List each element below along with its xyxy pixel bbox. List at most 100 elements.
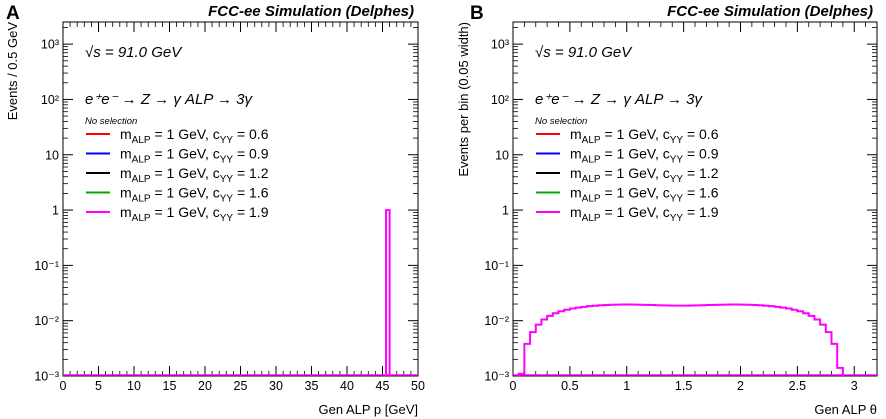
legend-m: m xyxy=(570,165,582,181)
chart-header: FCC-ee Simulation (Delphes) xyxy=(667,3,873,20)
energy-value: = 91.0 GeV xyxy=(551,44,633,61)
legend-sub-yy: YY xyxy=(220,155,234,166)
y-tick-label: 1 xyxy=(502,204,509,218)
legend-entry: mALP = 1 GeV, cYY = 0.6 xyxy=(120,126,269,146)
legend-m: m xyxy=(570,185,582,201)
y-tick-label: 10⁻¹ xyxy=(34,259,59,273)
legend-sub-yy: YY xyxy=(670,213,684,224)
legend-text: = 1 GeV, c xyxy=(601,126,670,142)
legend-m: m xyxy=(570,126,582,142)
legend-m: m xyxy=(570,204,582,220)
legend-text: = 1 GeV, c xyxy=(151,146,220,162)
y-tick-label: 10² xyxy=(41,93,59,107)
legend-sub-alp: ALP xyxy=(582,213,601,224)
x-tick-label: 25 xyxy=(234,379,248,393)
energy-label: √s = 91.0 GeV xyxy=(85,44,183,61)
x-tick-label: 0.5 xyxy=(561,379,578,393)
legend-sub-yy: YY xyxy=(220,174,234,185)
legend-text: = 1 GeV, c xyxy=(601,204,670,220)
panel-label: A xyxy=(6,3,20,24)
legend-tail: = 0.9 xyxy=(683,146,719,162)
legend-tail: = 0.6 xyxy=(233,126,269,142)
y-tick-label: 10⁻¹ xyxy=(484,259,509,273)
legend-sub-alp: ALP xyxy=(582,155,601,166)
legend-m: m xyxy=(120,146,132,162)
legend-sub-alp: ALP xyxy=(582,135,601,146)
legend-tail: = 1.6 xyxy=(233,185,269,201)
legend-m: m xyxy=(120,165,132,181)
x-tick-label: 35 xyxy=(305,379,319,393)
legend-sub-yy: YY xyxy=(220,194,234,205)
x-tick-label: 30 xyxy=(269,379,283,393)
x-tick-label: 1.5 xyxy=(675,379,692,393)
x-axis-title: Gen ALP p [GeV] xyxy=(319,402,419,417)
legend-text: = 1 GeV, c xyxy=(151,185,220,201)
legend-sub-alp: ALP xyxy=(582,174,601,185)
x-tick-label: 3 xyxy=(851,379,858,393)
legend-text: = 1 GeV, c xyxy=(601,146,670,162)
chart-panel-a: A FCC-ee Simulation (Delphes) 10⁻³ 10⁻² 10⁻¹… xyxy=(5,3,425,417)
x-tick-label: 50 xyxy=(411,379,425,393)
y-tick-label: 10⁻³ xyxy=(484,370,509,384)
legend-tail: = 1.2 xyxy=(233,165,269,181)
legend-text: = 1 GeV, c xyxy=(601,165,670,181)
y-tick-label: 10⁻² xyxy=(484,314,509,328)
legend-sub-yy: YY xyxy=(670,194,684,205)
legend-tail: = 0.9 xyxy=(233,146,269,162)
y-tick-label: 10³ xyxy=(41,38,59,52)
legend-text: = 1 GeV, c xyxy=(151,204,220,220)
legend-entry: mALP = 1 GeV, cYY = 0.9 xyxy=(120,146,269,166)
chart-panel-b: B FCC-ee Simulation (Delphes) 10⁻³ 10⁻² 10⁻¹… xyxy=(456,3,878,417)
x-tick-label: 5 xyxy=(95,379,102,393)
legend-entry: mALP = 1 GeV, cYY = 0.9 xyxy=(570,146,719,166)
legend-entry: mALP = 1 GeV, cYY = 1.2 xyxy=(120,165,269,185)
legend-entry: mALP = 1 GeV, cYY = 1.6 xyxy=(570,185,719,205)
legend-entry: mALP = 1 GeV, cYY = 1.2 xyxy=(570,165,719,185)
legend-tail: = 1.9 xyxy=(233,204,269,220)
legend-sub-yy: YY xyxy=(670,135,684,146)
x-axis-title: Gen ALP θ xyxy=(814,402,877,417)
legend-entry: mALP = 1 GeV, cYY = 1.9 xyxy=(120,204,269,224)
x-tick-label: 20 xyxy=(198,379,212,393)
histogram-bin xyxy=(385,209,391,376)
chart-header: FCC-ee Simulation (Delphes) xyxy=(208,3,414,20)
energy-label: √s = 91.0 GeV xyxy=(535,44,633,61)
x-tick-label: 15 xyxy=(163,379,177,393)
y-axis-title: Events / 0.5 GeV xyxy=(5,22,20,121)
legend-entry: mALP = 1 GeV, cYY = 1.6 xyxy=(120,185,269,205)
legend-entry: mALP = 1 GeV, cYY = 0.6 xyxy=(570,126,719,146)
sqrt-s-symbol: √s xyxy=(85,44,101,61)
x-tick-label: 10 xyxy=(127,379,141,393)
x-tick-label: 0 xyxy=(60,379,67,393)
legend-sub-alp: ALP xyxy=(132,135,151,146)
selection-label: No selection xyxy=(85,116,137,127)
legend-sub-alp: ALP xyxy=(132,155,151,166)
legend-tail: = 1.2 xyxy=(683,165,719,181)
legend-sub-alp: ALP xyxy=(582,194,601,205)
legend-tail: = 1.9 xyxy=(683,204,719,220)
x-tick-label: 40 xyxy=(340,379,354,393)
panel-label: B xyxy=(470,3,484,24)
x-tick-label: 45 xyxy=(376,379,390,393)
x-tick-label: 0 xyxy=(510,379,517,393)
legend-entry: mALP = 1 GeV, cYY = 1.9 xyxy=(570,204,719,224)
y-tick-label: 10⁻² xyxy=(34,314,59,328)
legend-m: m xyxy=(120,204,132,220)
legend-m: m xyxy=(570,146,582,162)
y-tick-label: 10³ xyxy=(491,38,509,52)
legend-sub-alp: ALP xyxy=(132,194,151,205)
legend-text: = 1 GeV, c xyxy=(151,126,220,142)
legend-sub-yy: YY xyxy=(670,155,684,166)
legend-text: = 1 GeV, c xyxy=(601,185,670,201)
histogram-series xyxy=(517,303,844,376)
energy-value: = 91.0 GeV xyxy=(101,44,183,61)
legend-tail: = 0.6 xyxy=(683,126,719,142)
y-tick-label: 10 xyxy=(45,148,59,162)
selection-label: No selection xyxy=(535,116,587,127)
process-label: e⁺e⁻ → Z → γ ALP → 3γ xyxy=(535,91,703,108)
x-tick-label: 2 xyxy=(737,379,744,393)
legend-sub-yy: YY xyxy=(220,213,234,224)
y-axis-title: Events per bin (0.05 width) xyxy=(456,22,471,177)
y-tick-label: 10⁻³ xyxy=(34,370,59,384)
